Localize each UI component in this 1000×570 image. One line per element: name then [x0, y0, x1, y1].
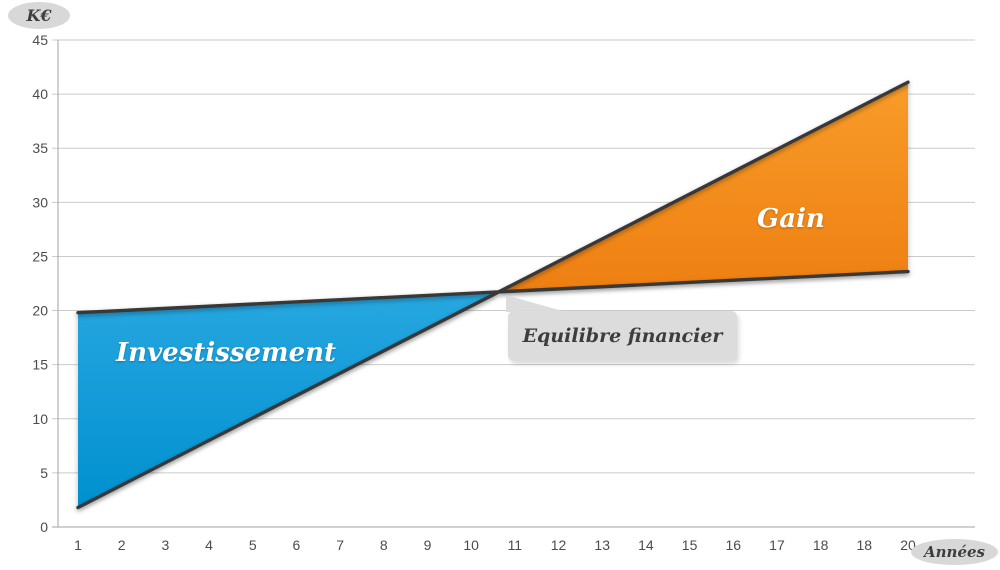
y-tick-label: 20 [32, 303, 48, 319]
x-tick-label: 5 [249, 537, 257, 553]
x-axis-unit-badge: Années [911, 539, 998, 565]
y-tick-label: 25 [32, 248, 48, 264]
x-tick-label: 15 [682, 537, 698, 553]
x-tick-label: 6 [293, 537, 301, 553]
rising-line [76, 80, 910, 510]
x-tick-label: 14 [638, 537, 654, 553]
x-tick-label: 11 [508, 537, 523, 553]
x-tick-label: 18 [857, 537, 873, 553]
x-tick-label: 16 [725, 537, 741, 553]
region-label-investissement: Investissement [116, 338, 337, 368]
x-tick-label: 1 [74, 537, 82, 553]
x-tick-label: 2 [118, 537, 126, 553]
y-tick-label: 15 [32, 357, 48, 373]
annotation-equilibre-financier: Equilibre financier [508, 311, 737, 361]
x-tick-label: 7 [336, 537, 344, 553]
x-tick-label: 3 [161, 537, 169, 553]
y-axis-unit-badge: K€ [8, 2, 70, 29]
x-tick-label: 13 [594, 537, 610, 553]
x-tick-label: 4 [205, 537, 213, 553]
flat-line [76, 269, 910, 315]
y-tick-label: 10 [32, 411, 48, 427]
y-tick-label: 30 [32, 194, 48, 210]
x-tick-label: 9 [424, 537, 432, 553]
x-tick-label: 8 [380, 537, 388, 553]
y-tick-label: 5 [40, 465, 48, 481]
y-tick-label: 40 [32, 86, 48, 102]
y-tick-label: 35 [32, 140, 48, 156]
y-tick-label: 0 [40, 519, 48, 535]
x-tick-label: 18 [813, 537, 829, 553]
callout-pointer [506, 295, 566, 312]
x-tick-label: 12 [551, 537, 567, 553]
region-label-gain: Gain [757, 204, 825, 234]
x-tick-label: 17 [769, 537, 785, 553]
x-tick-label: 10 [463, 537, 479, 553]
y-tick-label: 45 [32, 32, 48, 48]
